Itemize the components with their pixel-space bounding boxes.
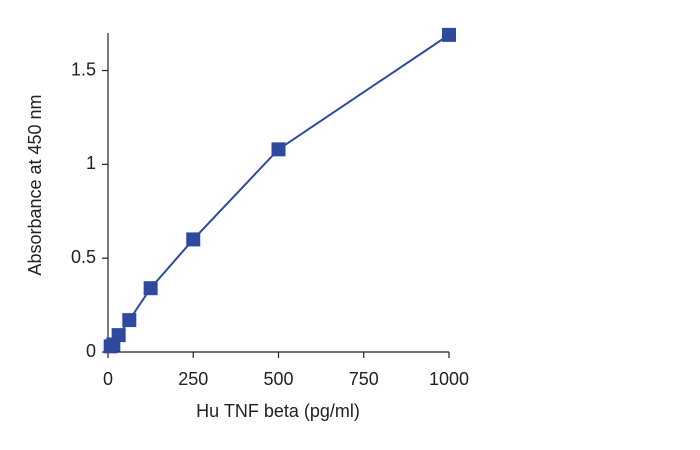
x-tick-label: 500 xyxy=(263,369,293,389)
y-tick-label: 1 xyxy=(86,153,96,173)
marker xyxy=(122,313,137,328)
x-tick-label: 0 xyxy=(103,369,113,389)
marker xyxy=(186,232,201,247)
x-axis-label: Hu TNF beta (pg/ml) xyxy=(196,401,360,421)
y-axis-label: Absorbance at 450 nm xyxy=(25,94,45,275)
y-tick-label: 0.5 xyxy=(71,247,96,267)
x-tick-label: 250 xyxy=(178,369,208,389)
marker xyxy=(442,27,456,42)
x-tick-label: 750 xyxy=(349,369,379,389)
series-line xyxy=(110,34,450,348)
marker xyxy=(271,142,286,157)
y-tick-label: 1.5 xyxy=(71,59,96,79)
marker xyxy=(143,281,158,296)
y-tick-label: 0 xyxy=(86,341,96,361)
marker xyxy=(111,328,126,343)
x-tick-label: 1000 xyxy=(429,369,469,389)
